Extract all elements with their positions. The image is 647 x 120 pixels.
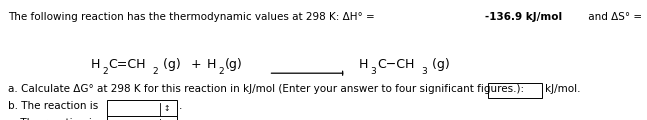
Text: kJ/mol.: kJ/mol. bbox=[545, 84, 580, 94]
Text: C−CH: C−CH bbox=[377, 58, 415, 71]
FancyBboxPatch shape bbox=[107, 100, 177, 117]
Text: (g): (g) bbox=[428, 58, 450, 71]
Text: C=CH: C=CH bbox=[109, 58, 146, 71]
Text: H: H bbox=[91, 58, 100, 71]
Text: (g): (g) bbox=[225, 58, 242, 71]
Text: (g): (g) bbox=[159, 58, 181, 71]
Text: 2: 2 bbox=[219, 67, 225, 76]
Text: H: H bbox=[207, 58, 216, 71]
Text: .: . bbox=[179, 101, 182, 111]
Text: 2: 2 bbox=[152, 67, 158, 76]
Text: c. The reaction is: c. The reaction is bbox=[8, 118, 97, 120]
Text: a. Calculate ΔG° at 298 K for this reaction in kJ/mol (Enter your answer to four: a. Calculate ΔG° at 298 K for this react… bbox=[8, 84, 524, 94]
Text: +: + bbox=[191, 58, 201, 71]
Text: b. The reaction is: b. The reaction is bbox=[8, 101, 98, 111]
Text: and ΔS° =: and ΔS° = bbox=[585, 12, 645, 22]
Text: -136.9 kJ/mol: -136.9 kJ/mol bbox=[485, 12, 562, 22]
FancyBboxPatch shape bbox=[488, 83, 542, 98]
Text: ↕: ↕ bbox=[163, 104, 170, 113]
Text: H: H bbox=[359, 58, 368, 71]
Text: The following reaction has the thermodynamic values at 298 K: ΔH° =: The following reaction has the thermodyn… bbox=[8, 12, 378, 22]
Text: 2: 2 bbox=[102, 67, 108, 76]
Text: 3: 3 bbox=[371, 67, 377, 76]
Text: .: . bbox=[179, 118, 182, 120]
FancyBboxPatch shape bbox=[107, 116, 177, 120]
Text: 3: 3 bbox=[421, 67, 427, 76]
